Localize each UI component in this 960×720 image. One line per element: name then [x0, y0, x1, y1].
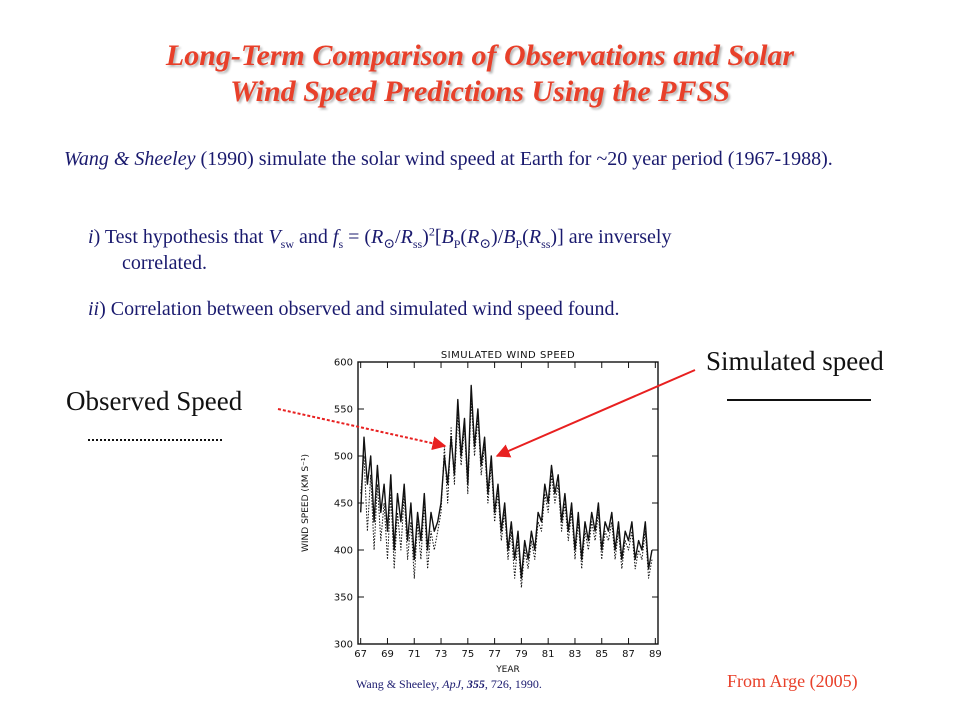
item-ii-text: ) Correlation between observed and simul… [99, 298, 620, 320]
item-ii: ii) Correlation between observed and sim… [88, 296, 908, 322]
item-i-marker: i [88, 226, 94, 248]
citation-authors: Wang & Sheeley, [356, 677, 443, 691]
x-tick-label: 89 [649, 649, 662, 660]
wind-speed-chart: SIMULATED WIND SPEED WIND SPEED (KM S⁻¹)… [296, 348, 668, 676]
observed-speed-label: Observed Speed [66, 386, 243, 416]
title-line-1: Long-Term Comparison of Observations and… [165, 39, 795, 72]
citation-pages: , 726, 1990. [484, 677, 542, 691]
x-axis-label: YEAR [495, 665, 520, 675]
item-i-text-a: ) Test hypothesis that [93, 226, 269, 248]
chart-title: SIMULATED WIND SPEED [441, 350, 575, 361]
item-ii-marker: ii [88, 298, 100, 320]
source-credit: From Arge (2005) [727, 671, 858, 691]
simulated-speed-label: Simulated speed [706, 346, 884, 376]
y-axis-label: WIND SPEED (KM S⁻¹) [301, 454, 311, 552]
x-tick-label: 73 [435, 649, 448, 660]
citation-sep: , [460, 677, 467, 691]
intro-paragraph: Wang & Sheeley (1990) simulate the solar… [64, 146, 904, 172]
x-tick-label: 69 [381, 649, 394, 660]
slide-title: Long-Term Comparison of Observations and… [40, 38, 920, 110]
y-tick-label: 300 [334, 640, 353, 651]
citation: Wang & Sheeley, ApJ, 355, 726, 1990. [356, 677, 542, 692]
x-tick-label: 87 [622, 649, 635, 660]
y-tick-label: 600 [334, 358, 353, 369]
intro-rest: (1990) simulate the solar wind speed at … [195, 148, 833, 170]
x-tick-label: 81 [542, 649, 555, 660]
series-layer [360, 384, 653, 589]
y-tick-label: 550 [334, 405, 353, 416]
citation-journal: ApJ [442, 677, 461, 691]
x-tick-label: 83 [569, 649, 582, 660]
simulated-legend-line [727, 399, 871, 401]
x-tick-label: 75 [461, 649, 474, 660]
wind-speed-figure: SIMULATED WIND SPEED WIND SPEED (KM S⁻¹)… [296, 348, 668, 676]
title-line-2: Wind Speed Predictions Using the PFSS [230, 75, 730, 108]
y-tick-label: 350 [334, 593, 353, 604]
x-tick-label: 79 [515, 649, 528, 660]
observed-legend-line [88, 439, 222, 441]
x-tick-label: 77 [488, 649, 501, 660]
x-axis-ticks: 67 69 71 73 75 77 79 81 83 85 87 89 [354, 362, 662, 660]
x-tick-label: 85 [595, 649, 608, 660]
simulated-speed-series [360, 384, 653, 579]
item-i: i) Test hypothesis that Vsw and fs = (R⊙… [88, 224, 908, 276]
item-i-continuation: correlated. [122, 252, 207, 274]
citation-volume: 355 [466, 677, 485, 691]
correlation-formula: Vsw and fs = (R⊙/Rss)2[BP(R⊙)/BP(Rss)] [268, 224, 564, 252]
x-tick-label: 71 [408, 649, 421, 660]
intro-authors: Wang & Sheeley [64, 148, 196, 170]
item-i-text-b: are inversely [563, 226, 672, 248]
y-tick-label: 450 [334, 499, 353, 510]
y-tick-label: 400 [334, 546, 353, 557]
y-tick-label: 500 [334, 452, 353, 463]
observed-speed-series [360, 399, 653, 589]
x-tick-label: 67 [354, 649, 367, 660]
